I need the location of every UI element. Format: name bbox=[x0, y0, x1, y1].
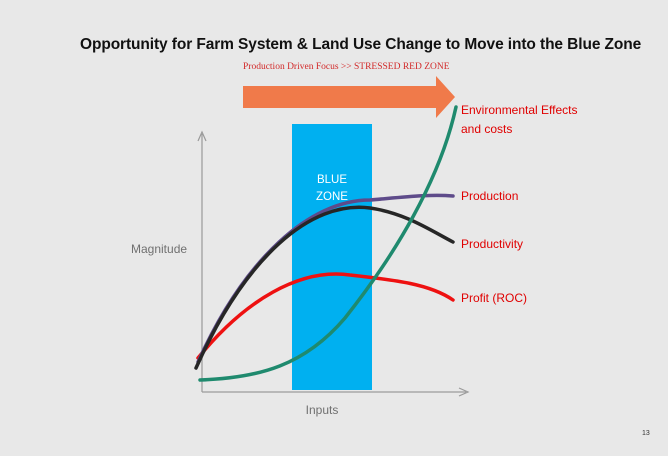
blue-zone-label-line1: BLUE bbox=[317, 174, 347, 186]
production-label: Production bbox=[461, 189, 518, 203]
y-axis-arrowhead bbox=[197, 130, 207, 142]
x-axis-arrowhead bbox=[458, 387, 470, 397]
x-axis-label: Inputs bbox=[306, 403, 339, 417]
blue-zone-band bbox=[292, 124, 372, 390]
environmental-curve bbox=[198, 105, 458, 382]
environmental-label-line2: and costs bbox=[461, 122, 512, 136]
y-axis-label: Magnitude bbox=[131, 242, 187, 256]
environmental-label-line1: Environmental Effects bbox=[461, 103, 578, 117]
page-number: 13 bbox=[642, 430, 650, 437]
production-driven-arrow bbox=[243, 76, 455, 118]
profit-curve bbox=[196, 272, 455, 360]
axes bbox=[197, 130, 470, 397]
blue-zone-label-line2: ZONE bbox=[316, 191, 348, 203]
slide-subtitle: Production Driven Focus >> STRESSED RED … bbox=[243, 62, 450, 72]
productivity-curve bbox=[194, 205, 455, 370]
profit-label: Profit (ROC) bbox=[461, 291, 527, 305]
slide-title: Opportunity for Farm System & Land Use C… bbox=[80, 36, 642, 53]
productivity-label: Productivity bbox=[461, 237, 523, 251]
